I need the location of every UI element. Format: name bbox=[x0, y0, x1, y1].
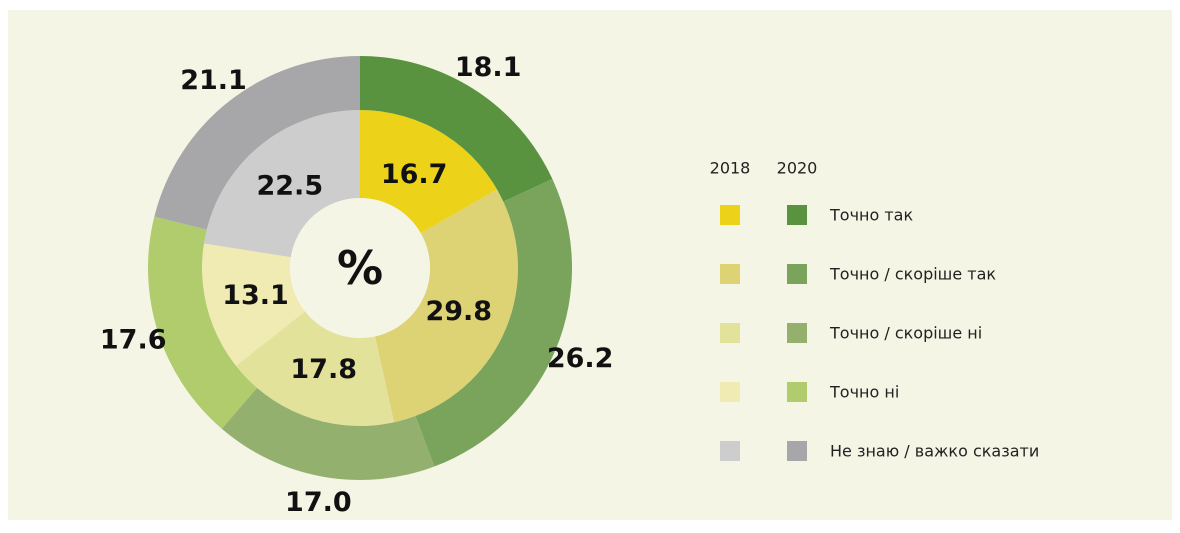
center-label: % bbox=[337, 241, 383, 295]
donut-segment bbox=[202, 243, 306, 366]
donut-segment bbox=[415, 178, 573, 467]
legend-swatch bbox=[787, 382, 807, 402]
legend-swatch bbox=[787, 264, 807, 284]
legend-header: 2020 bbox=[777, 159, 818, 178]
legend-label: Точно так bbox=[829, 206, 913, 225]
legend-swatch bbox=[787, 441, 807, 461]
donut-hole bbox=[290, 198, 430, 338]
value-label: 26.2 bbox=[547, 343, 614, 374]
legend-header: 2018 bbox=[710, 159, 751, 178]
donut-segment bbox=[360, 110, 498, 234]
legend-label: Точно / скоріше ні bbox=[829, 324, 982, 343]
value-label: 21.1 bbox=[180, 65, 247, 96]
legend-label: Точно ні bbox=[829, 383, 899, 402]
legend-label: Не знаю / важко сказати bbox=[830, 442, 1039, 461]
value-label: 17.8 bbox=[290, 354, 357, 385]
legend-swatch bbox=[787, 323, 807, 343]
legend-swatch bbox=[720, 323, 740, 343]
legend-swatch bbox=[787, 205, 807, 225]
value-label: 16.7 bbox=[381, 159, 448, 190]
legend-swatch bbox=[720, 382, 740, 402]
donut-segment bbox=[203, 110, 360, 258]
value-label: 29.8 bbox=[425, 296, 492, 327]
legend-swatch bbox=[720, 264, 740, 284]
donut-segment bbox=[360, 56, 553, 202]
donut-segment bbox=[147, 216, 258, 429]
legend-swatch bbox=[720, 441, 740, 461]
value-label: 13.1 bbox=[222, 280, 289, 311]
donut-segment bbox=[221, 387, 435, 481]
donut-segment bbox=[375, 189, 518, 423]
value-label: 17.0 bbox=[285, 487, 352, 518]
value-label: 18.1 bbox=[455, 52, 522, 83]
donut-segment bbox=[235, 311, 395, 426]
value-label: 17.6 bbox=[100, 325, 167, 356]
legend-label: Точно / скоріше так bbox=[829, 265, 996, 284]
value-label: 22.5 bbox=[256, 170, 323, 201]
legend-swatch bbox=[720, 205, 740, 225]
donut-segment bbox=[154, 56, 360, 230]
